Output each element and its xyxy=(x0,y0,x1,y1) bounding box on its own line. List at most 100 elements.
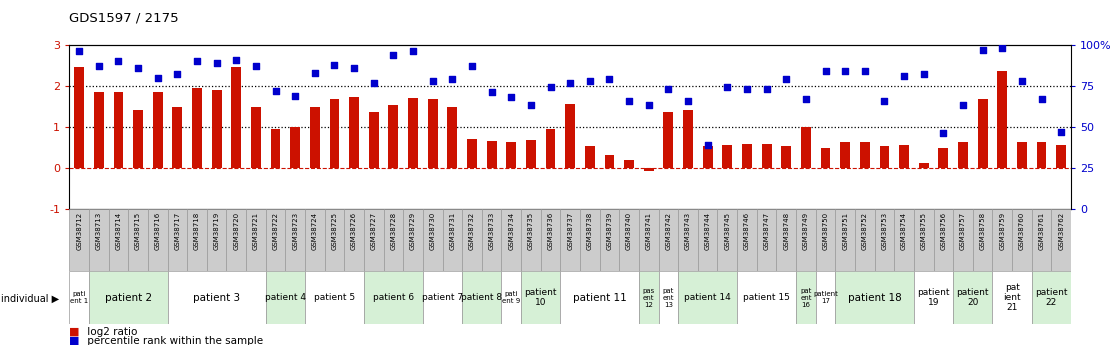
Text: GDS1597 / 2175: GDS1597 / 2175 xyxy=(69,11,179,24)
Bar xyxy=(369,112,379,168)
Text: GSM38718: GSM38718 xyxy=(195,212,200,250)
Bar xyxy=(521,271,560,324)
Point xyxy=(444,77,462,82)
Text: GSM38760: GSM38760 xyxy=(1018,212,1025,250)
Text: GSM38750: GSM38750 xyxy=(823,212,828,250)
Point xyxy=(188,58,206,64)
Text: GSM38758: GSM38758 xyxy=(979,212,986,250)
Point xyxy=(286,93,304,98)
Bar xyxy=(486,141,496,168)
Text: GSM38753: GSM38753 xyxy=(881,212,888,250)
Point xyxy=(994,46,1012,51)
Bar xyxy=(1032,209,1051,271)
Text: GSM38754: GSM38754 xyxy=(901,212,907,250)
Text: GSM38719: GSM38719 xyxy=(214,212,219,250)
Point xyxy=(541,85,559,90)
Bar xyxy=(541,209,560,271)
Bar xyxy=(742,144,752,168)
Text: patient 18: patient 18 xyxy=(847,293,901,303)
Text: GSM38714: GSM38714 xyxy=(115,212,122,250)
Bar xyxy=(74,67,84,168)
Text: patient 6: patient 6 xyxy=(372,293,414,302)
Point xyxy=(110,58,127,64)
Point xyxy=(247,63,265,69)
Bar xyxy=(462,271,502,324)
Bar xyxy=(800,127,811,168)
Bar xyxy=(187,209,207,271)
Bar xyxy=(816,271,835,324)
Bar xyxy=(108,209,129,271)
Point xyxy=(935,130,953,136)
Point xyxy=(463,63,481,69)
Text: GSM38720: GSM38720 xyxy=(234,212,239,250)
Bar xyxy=(502,271,521,324)
Text: GSM38726: GSM38726 xyxy=(351,212,357,250)
Text: ■: ■ xyxy=(69,336,79,345)
Bar xyxy=(737,209,757,271)
Text: GSM38755: GSM38755 xyxy=(921,212,927,250)
Bar xyxy=(168,209,187,271)
Text: GSM38745: GSM38745 xyxy=(724,212,730,250)
Text: patient
17: patient 17 xyxy=(813,291,838,304)
Bar xyxy=(958,142,968,168)
Point xyxy=(1033,96,1051,102)
Point xyxy=(797,96,815,102)
Text: patient 2: patient 2 xyxy=(105,293,152,303)
Point xyxy=(719,85,737,90)
Bar xyxy=(899,145,909,168)
Bar xyxy=(560,271,638,324)
Bar xyxy=(757,209,776,271)
Bar xyxy=(761,144,771,168)
Bar xyxy=(880,146,889,168)
Point xyxy=(149,75,167,80)
Bar xyxy=(408,98,418,168)
Bar xyxy=(291,127,300,168)
Point xyxy=(483,90,501,95)
Bar xyxy=(683,110,693,168)
Bar xyxy=(894,209,913,271)
Bar xyxy=(997,71,1007,168)
Bar xyxy=(993,209,1012,271)
Text: GSM38724: GSM38724 xyxy=(312,212,318,250)
Text: ■: ■ xyxy=(69,327,79,337)
Point xyxy=(738,86,756,92)
Bar xyxy=(443,209,462,271)
Bar xyxy=(698,209,718,271)
Bar xyxy=(860,142,870,168)
Bar xyxy=(644,168,654,171)
Bar xyxy=(718,209,737,271)
Text: pas
ent
12: pas ent 12 xyxy=(643,288,655,307)
Point xyxy=(915,72,932,77)
Bar xyxy=(659,209,679,271)
Bar xyxy=(1051,209,1071,271)
Point xyxy=(1052,129,1070,135)
Text: GSM38715: GSM38715 xyxy=(135,212,141,250)
Text: patient 11: patient 11 xyxy=(572,293,626,303)
Bar xyxy=(835,209,855,271)
Point xyxy=(836,68,854,74)
Text: GSM38727: GSM38727 xyxy=(371,212,377,250)
Bar xyxy=(89,209,108,271)
Bar xyxy=(192,88,202,168)
Bar xyxy=(1036,142,1046,168)
Bar xyxy=(462,209,482,271)
Text: GSM38730: GSM38730 xyxy=(429,212,436,250)
Bar xyxy=(388,106,398,168)
Bar xyxy=(252,107,260,168)
Bar xyxy=(305,271,364,324)
Text: GSM38748: GSM38748 xyxy=(784,212,789,250)
Bar xyxy=(153,92,162,168)
Bar xyxy=(285,209,305,271)
Bar xyxy=(467,139,477,168)
Bar xyxy=(423,209,443,271)
Bar xyxy=(266,209,285,271)
Text: GSM38757: GSM38757 xyxy=(960,212,966,250)
Text: GSM38728: GSM38728 xyxy=(390,212,397,250)
Bar xyxy=(364,271,423,324)
Bar xyxy=(585,146,595,168)
Bar xyxy=(1017,142,1026,168)
Text: GSM38749: GSM38749 xyxy=(803,212,809,250)
Bar xyxy=(993,271,1032,324)
Point xyxy=(620,98,638,104)
Text: pat
ient
21: pat ient 21 xyxy=(1003,283,1021,313)
